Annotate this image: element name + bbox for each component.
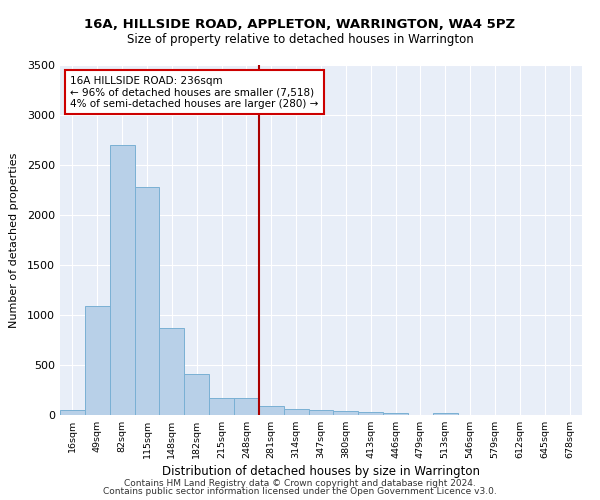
X-axis label: Distribution of detached houses by size in Warrington: Distribution of detached houses by size … [162,465,480,478]
Bar [110,145,134,415]
Bar [209,398,234,415]
Bar [160,328,184,415]
Bar [433,413,458,415]
Bar [184,374,209,415]
Bar [358,412,383,415]
Text: Contains HM Land Registry data © Crown copyright and database right 2024.: Contains HM Land Registry data © Crown c… [124,478,476,488]
Bar [383,412,408,415]
Bar [60,410,85,415]
Bar [134,187,160,415]
Text: 16A HILLSIDE ROAD: 236sqm
← 96% of detached houses are smaller (7,518)
4% of sem: 16A HILLSIDE ROAD: 236sqm ← 96% of detac… [70,76,319,108]
Bar [334,410,358,415]
Bar [259,406,284,415]
Text: Contains public sector information licensed under the Open Government Licence v3: Contains public sector information licen… [103,487,497,496]
Bar [234,398,259,415]
Text: 16A, HILLSIDE ROAD, APPLETON, WARRINGTON, WA4 5PZ: 16A, HILLSIDE ROAD, APPLETON, WARRINGTON… [85,18,515,30]
Text: Size of property relative to detached houses in Warrington: Size of property relative to detached ho… [127,32,473,46]
Bar [85,306,110,415]
Y-axis label: Number of detached properties: Number of detached properties [8,152,19,328]
Bar [284,408,308,415]
Bar [308,410,334,415]
